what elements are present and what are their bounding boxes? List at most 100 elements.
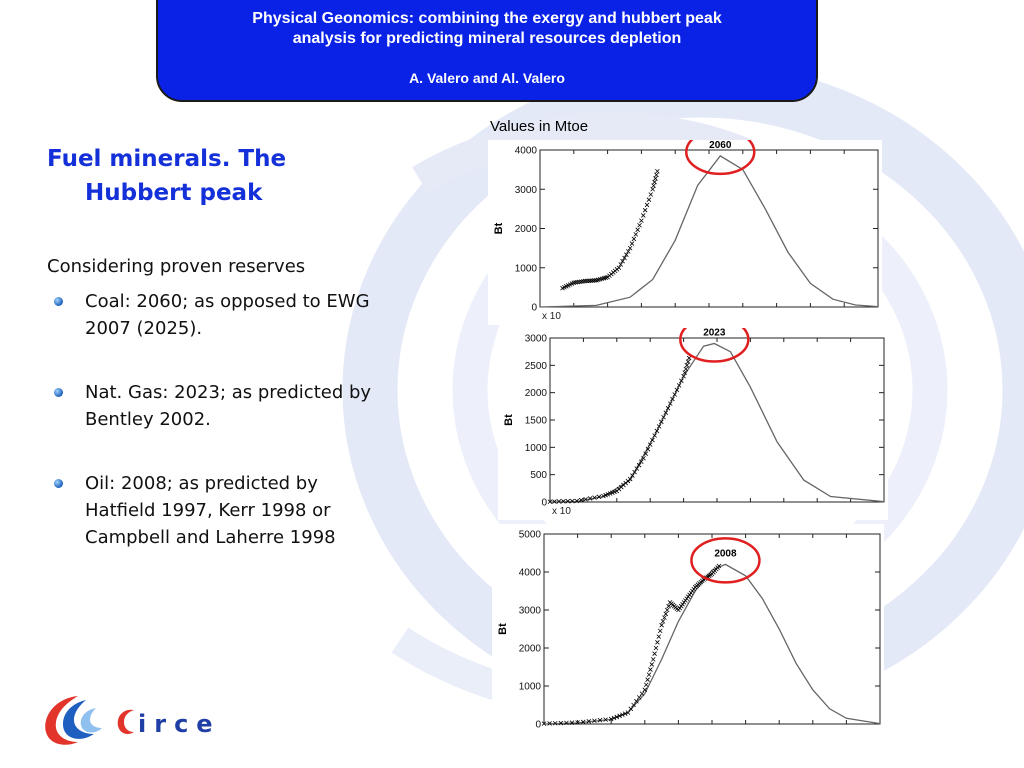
- observed-point: [665, 405, 671, 411]
- y-tick-label: 1500: [525, 416, 548, 427]
- observed-point: [683, 366, 689, 372]
- observed-point: [587, 496, 593, 501]
- chart-coal-panel: 0 1000 2000 3000 4000 Bt x 10 2060: [488, 140, 882, 325]
- observed-point: [659, 622, 664, 628]
- observed-point: [578, 497, 584, 503]
- chart-coal: 0 1000 2000 3000 4000 Bt x 10 2060: [493, 140, 879, 322]
- peak-highlight-circle: [685, 140, 756, 176]
- logo-c-letter: [117, 709, 134, 734]
- observed-point: [636, 695, 642, 700]
- observed-point: [620, 258, 625, 264]
- x-multiplier-label: x 10: [552, 506, 571, 517]
- observed-point: [664, 607, 670, 613]
- logo-swoosh-blue: [62, 700, 94, 739]
- observed-point: [643, 682, 649, 688]
- hubbert-fit-curve: [539, 155, 879, 308]
- observed-point: [685, 359, 691, 364]
- presentation-title-line2: analysis for predicting mineral resource…: [292, 30, 682, 47]
- observed-point: [642, 687, 648, 693]
- bullet-icon: [54, 388, 63, 397]
- observed-point: [634, 466, 640, 471]
- observed-point: [652, 651, 657, 656]
- observed-point: [575, 720, 580, 725]
- chart-gas: 0 500 1000 1500 2000 2500 3000 Bt x 10 2023: [503, 328, 885, 517]
- observed-point: [663, 611, 669, 617]
- observed-point: [657, 628, 663, 634]
- observed-point: [639, 459, 644, 465]
- observed-point: [643, 451, 649, 456]
- y-tick-label: 5000: [519, 530, 542, 541]
- observed-point: [686, 355, 692, 361]
- observed-point: [625, 249, 631, 254]
- y-tick-label: 2000: [525, 388, 548, 399]
- y-tick-label: 0: [541, 498, 547, 509]
- observed-point: [637, 222, 642, 228]
- observed-point: [574, 498, 580, 504]
- observed-point: [592, 278, 597, 283]
- bullet-item-oil: Oil: 2008; as predicted by Hatfield 1997…: [54, 470, 474, 551]
- observed-point: [716, 563, 722, 569]
- chart-oil-panel: 0 1000 2000 3000 4000 5000 Bt 2008: [492, 524, 884, 742]
- plot-frame: [543, 533, 881, 725]
- y-tick-label: 4000: [519, 568, 542, 579]
- bullet-text: Bentley 2002.: [85, 409, 211, 430]
- bullet-text: 2007 (2025).: [85, 318, 203, 339]
- observed-point: [652, 433, 657, 438]
- observed-point: [614, 714, 620, 720]
- observed-point: [661, 414, 666, 420]
- observed-point: [647, 442, 653, 447]
- observed-point: [628, 706, 634, 712]
- observed-point: [679, 378, 684, 384]
- observed-point: [634, 698, 639, 704]
- observed-point: [659, 419, 664, 425]
- observed-point: [663, 410, 669, 415]
- observed-point: [655, 640, 660, 645]
- bullet-item-coal: Coal: 2060; as opposed to EWG 2007 (2025…: [54, 288, 474, 342]
- observed-point: [556, 499, 562, 504]
- logo-swoosh-light: [80, 708, 102, 733]
- intro-text: Considering proven reserves: [47, 256, 306, 277]
- peak-highlight-circle: [679, 328, 750, 363]
- section-heading: Fuel minerals. The Hubbert peak: [47, 142, 407, 210]
- bullet-item-gas: Nat. Gas: 2023; as predicted by Bentley …: [54, 379, 474, 433]
- bullet-icon: [54, 479, 63, 488]
- observed-point: [645, 677, 650, 682]
- presentation-title-line1: Physical Geonomics: combining the exergy…: [252, 10, 722, 27]
- observed-point: [652, 179, 657, 185]
- observed-point: [644, 202, 650, 208]
- observed-point: [646, 197, 652, 202]
- y-tick-label: 500: [530, 470, 547, 481]
- observed-point: [569, 720, 575, 725]
- observed-point: [639, 691, 645, 696]
- y-tick-label: 4000: [515, 146, 538, 157]
- logo-text: irce: [138, 710, 221, 738]
- observed-point: [547, 721, 552, 726]
- peak-highlight-circle: [690, 537, 761, 584]
- observed-point: [653, 176, 658, 181]
- y-axis-label: Bt: [493, 222, 505, 234]
- y-tick-label: 2500: [525, 361, 548, 372]
- observed-point: [656, 634, 662, 639]
- y-tick-label: 1000: [525, 443, 548, 454]
- observed-point: [603, 717, 608, 722]
- observed-point: [651, 183, 656, 188]
- observed-point: [633, 232, 639, 237]
- observed-point: [552, 499, 557, 504]
- observed-point: [565, 498, 571, 504]
- y-tick-label: 0: [535, 720, 541, 731]
- observed-point: [655, 168, 660, 174]
- plot-frame: [549, 337, 885, 503]
- observed-point: [592, 718, 597, 724]
- observed-point: [660, 619, 666, 624]
- observed-point: [654, 172, 659, 178]
- observed-point: [650, 437, 655, 443]
- observed-point: [650, 186, 655, 192]
- observed-point: [630, 473, 635, 478]
- observed-point: [645, 446, 651, 452]
- observed-point: [639, 218, 644, 223]
- observed-point: [627, 476, 633, 482]
- observed-point: [627, 245, 633, 251]
- observed-point: [681, 373, 686, 379]
- observed-point: [620, 712, 625, 718]
- observed-point: [561, 499, 566, 504]
